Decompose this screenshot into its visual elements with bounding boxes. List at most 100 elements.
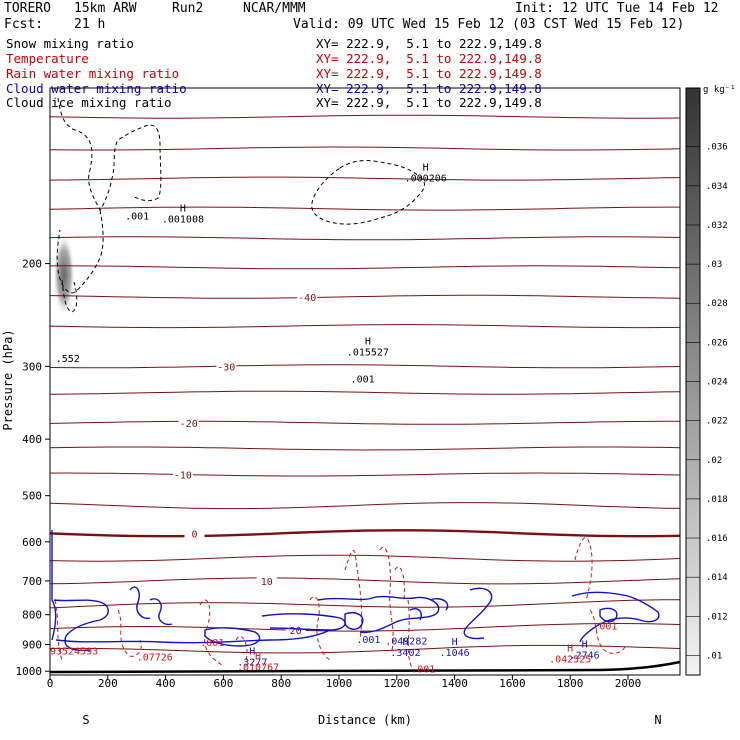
header-init: Init: 12 UTC Tue 14 Feb 12 — [515, 1, 719, 16]
x-axis-title: Distance (km) — [318, 713, 412, 727]
extremum-marker: H — [582, 640, 588, 651]
x-tick-label: 1800 — [557, 677, 584, 690]
isotherm-line — [50, 294, 680, 299]
cloud-water-contour — [599, 607, 618, 623]
isotherm-label: -20 — [180, 419, 198, 430]
header-model: TORERO — [4, 1, 51, 16]
y-tick-label: 700 — [22, 575, 42, 588]
cloud-water-contour — [51, 530, 57, 641]
contour-label: .001 — [593, 621, 617, 632]
y-axis-title: Pressure (hPa) — [1, 329, 15, 430]
extremum-marker: H — [567, 644, 573, 655]
isotherm-line — [50, 390, 680, 395]
contour-label: .001 — [200, 638, 224, 649]
contour-label: .049282 — [385, 637, 427, 648]
isotherm-label-bg — [297, 290, 318, 303]
field-snow-name: Snow mixing ratio — [6, 36, 134, 51]
cloud-water-contour — [149, 598, 173, 626]
cloud-water-contour — [571, 591, 660, 643]
header-fcst-value: 21 h — [74, 17, 106, 32]
isotherm-label: 10 — [261, 577, 273, 588]
rain-contour — [309, 596, 331, 661]
x-tick-label: 1400 — [441, 677, 468, 690]
rain-contour — [394, 566, 405, 601]
isotherm-line — [50, 176, 680, 181]
contour-label: 93524593 — [50, 647, 98, 658]
rain-contour — [379, 547, 394, 651]
colorbar-tick-label: .036 — [706, 143, 728, 153]
isotherm-label-bg — [172, 468, 193, 481]
isotherm-label: -30 — [217, 362, 235, 373]
cloud-ice-contour — [56, 209, 104, 294]
colorbar-tick-label: .026 — [706, 338, 728, 348]
extremum-value: .2746 — [570, 651, 600, 662]
rain-contour — [574, 537, 593, 601]
isotherm-line — [50, 265, 680, 270]
colorbar-tick-label: .016 — [706, 534, 728, 544]
extremum-value: .042525 — [549, 655, 591, 666]
snow-shade-blob — [53, 233, 75, 317]
colorbar-tick-label: .03 — [706, 260, 722, 270]
field-temperature-xy: XY= 222.9, 5.1 to 222.9,149.8 — [316, 51, 542, 66]
cloud-water-contour — [55, 629, 331, 644]
isotherm-line — [50, 446, 680, 451]
x-tick-label: 200 — [98, 677, 118, 690]
cloud-water-contour — [317, 595, 440, 634]
x-tick-label: 400 — [156, 677, 176, 690]
x-tick-label: 1000 — [326, 677, 353, 690]
contour-label: .07726 — [137, 652, 173, 663]
header-grid: 15km ARW — [74, 1, 137, 16]
snow-shading — [53, 233, 75, 317]
field-cloudice-xy: XY= 222.9, 5.1 to 222.9,149.8 — [316, 95, 542, 110]
colorbar-tick-label: .034 — [706, 182, 728, 192]
isotherm-line — [50, 554, 680, 562]
isotherm-label: 20 — [290, 626, 302, 637]
isotherm-line — [50, 502, 680, 510]
isotherm-label-bg — [216, 360, 237, 373]
endpoint-left: S — [82, 713, 89, 727]
rain-contour — [235, 635, 248, 661]
extremum-marker: H — [255, 651, 261, 662]
colorbar-tick-label: .02 — [706, 456, 722, 466]
isotherm-line — [50, 529, 680, 538]
contour-label: .001 — [356, 635, 380, 646]
rain-contour — [117, 609, 142, 657]
extremum-value: .015527 — [347, 347, 389, 358]
colorbar-tick-label: .01 — [706, 651, 722, 661]
rain-contour — [54, 599, 63, 661]
isotherm-line — [50, 472, 680, 477]
extremum-value: .3402 — [390, 648, 420, 659]
isotherm-line — [50, 324, 680, 329]
contour-label: .001 — [125, 211, 149, 222]
terrain-surface — [49, 660, 681, 674]
extremum-marker: H — [402, 637, 408, 648]
x-tick-label: 1600 — [499, 677, 526, 690]
extremum-value: .010767 — [237, 662, 279, 673]
field-cloudice-name: Cloud ice mixing ratio — [6, 95, 172, 110]
extremum-marker: H — [249, 646, 255, 657]
header-fcst-label: Fcst: — [4, 17, 44, 32]
colorbar-tick-label: .024 — [706, 378, 728, 388]
extremum-marker: H — [180, 203, 186, 214]
colorbar-tick-label: .012 — [706, 612, 728, 622]
rain-contour — [407, 599, 413, 669]
contour-label: .001 — [411, 664, 435, 675]
field-temperature-name: Temperature — [6, 51, 89, 66]
colorbar-tick-label: .022 — [706, 417, 728, 427]
x-tick-label: 0 — [47, 677, 54, 690]
cloud-water-contour — [463, 587, 493, 640]
colorbar-units: g kg⁻¹ — [703, 85, 736, 95]
cloud-water-contour — [53, 599, 109, 652]
x-tick-label: 2000 — [615, 677, 642, 690]
x-tick-label: 1200 — [384, 677, 411, 690]
extremum-value: .001008 — [162, 214, 204, 225]
x-tick-label: 600 — [213, 677, 233, 690]
y-tick-label: 400 — [22, 433, 42, 446]
extremum-marker: H — [423, 163, 429, 174]
cloud-water-contour — [429, 598, 449, 611]
rain-contour — [344, 549, 363, 641]
terrain-line — [49, 660, 681, 674]
colorbar-tick-label: .028 — [706, 299, 728, 309]
y-tick-label: 900 — [22, 639, 42, 652]
